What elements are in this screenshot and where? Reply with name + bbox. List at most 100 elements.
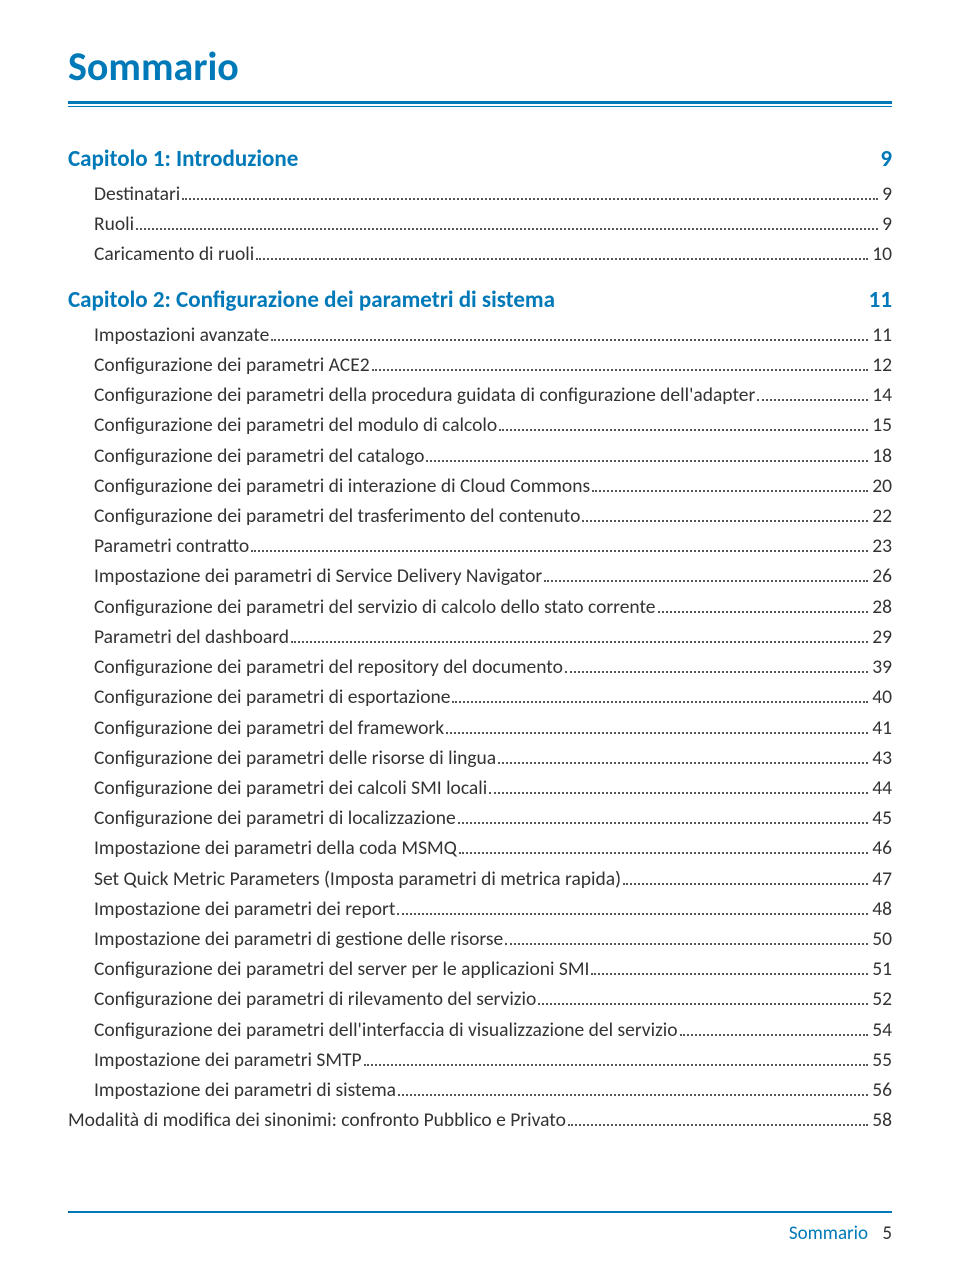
toc-leader [136, 228, 878, 230]
toc-leader [680, 1034, 869, 1036]
toc-entry-label: Configurazione dei parametri del server … [94, 954, 589, 984]
toc-entry-page: 43 [872, 743, 892, 773]
toc-leader [251, 550, 868, 552]
toc-entry-label: Configurazione dei parametri della proce… [94, 380, 755, 410]
toc-leader [446, 732, 868, 734]
toc-entry-page: 55 [872, 1045, 892, 1075]
toc-entry-label: Modalità di modifica dei sinonimi: confr… [68, 1105, 566, 1135]
toc-entry-page: 28 [872, 592, 892, 622]
toc-leader [499, 429, 868, 431]
toc-leader [182, 198, 878, 200]
toc-entry-page: 41 [872, 713, 892, 743]
toc-entry-label: Configurazione dei parametri del catalog… [94, 441, 424, 471]
toc-leader [372, 369, 869, 371]
toc-entry-label: Configurazione dei parametri del reposit… [94, 652, 563, 682]
toc-entry[interactable]: Configurazione dei parametri dell'interf… [68, 1015, 892, 1045]
toc-entry-label: Configurazione dei parametri dei calcoli… [94, 773, 487, 803]
toc-leader [505, 943, 868, 945]
toc-entry-page: 56 [872, 1075, 892, 1105]
toc-entry[interactable]: Modalità di modifica dei sinonimi: confr… [68, 1105, 892, 1135]
toc-chapter-page: 9 [880, 145, 892, 173]
toc-entry[interactable]: Configurazione dei parametri dei calcoli… [68, 773, 892, 803]
toc-entry[interactable]: Parametri contratto 23 [68, 531, 892, 561]
toc-entry-label: Configurazione dei parametri dell'interf… [94, 1015, 678, 1045]
toc-leader [452, 701, 868, 703]
toc-entry-page: 44 [872, 773, 892, 803]
toc-entry-page: 9 [882, 179, 892, 209]
toc-entry[interactable]: Impostazione dei parametri dei report48 [68, 894, 892, 924]
toc-entry-page: 54 [872, 1015, 892, 1045]
footer-page-number: 5 [882, 1222, 892, 1245]
toc-entry[interactable]: Impostazione dei parametri della coda MS… [68, 833, 892, 863]
toc-entry[interactable]: Set Quick Metric Parameters (Imposta par… [68, 864, 892, 894]
toc-entry-page: 45 [872, 803, 892, 833]
toc-entry[interactable]: Impostazione dei parametri SMTP 55 [68, 1045, 892, 1075]
toc-entry-label: Set Quick Metric Parameters (Imposta par… [94, 864, 621, 894]
toc-container: Capitolo 1: Introduzione9Destinatari9Ruo… [68, 145, 892, 1136]
toc-entry-label: Impostazione dei parametri della coda MS… [94, 833, 457, 863]
toc-entry-label: Configurazione dei parametri del servizi… [94, 592, 656, 622]
toc-chapter[interactable]: Capitolo 2: Configurazione dei parametri… [68, 286, 892, 314]
toc-chapter-page: 11 [869, 286, 892, 314]
toc-entry-page: 10 [872, 239, 892, 269]
toc-entry-label: Impostazioni avanzate [94, 320, 269, 350]
toc-entry[interactable]: Configurazione dei parametri del reposit… [68, 652, 892, 682]
toc-entry-label: Impostazione dei parametri di Service De… [94, 561, 542, 591]
toc-leader [426, 460, 868, 462]
toc-entry-page: 40 [872, 682, 892, 712]
toc-entry[interactable]: Configurazione dei parametri del modulo … [68, 410, 892, 440]
toc-entry[interactable]: Destinatari 9 [68, 179, 892, 209]
toc-entry-page: 14 [872, 380, 892, 410]
toc-leader [568, 1124, 868, 1126]
toc-entry[interactable]: Configurazione dei parametri di localizz… [68, 803, 892, 833]
toc-entry-label: Configurazione dei parametri di interazi… [94, 471, 590, 501]
toc-entry-page: 12 [872, 350, 892, 380]
toc-leader [498, 762, 868, 764]
toc-entry-page: 20 [872, 471, 892, 501]
title-rule [68, 101, 892, 107]
toc-leader [591, 973, 868, 975]
toc-entry-label: Parametri contratto [94, 531, 249, 561]
toc-entry-label: Configurazione dei parametri delle risor… [94, 743, 496, 773]
toc-entry[interactable]: Impostazioni avanzate11 [68, 320, 892, 350]
toc-entry[interactable]: Ruoli9 [68, 209, 892, 239]
toc-entry-page: 9 [882, 209, 892, 239]
toc-entry[interactable]: Configurazione dei parametri ACE212 [68, 350, 892, 380]
toc-entry[interactable]: Configurazione dei parametri del trasfer… [68, 501, 892, 531]
toc-entry-page: 23 [872, 531, 892, 561]
toc-entry-label: Impostazione dei parametri di sistema [94, 1075, 396, 1105]
toc-entry[interactable]: Impostazione dei parametri di Service De… [68, 561, 892, 591]
toc-entry[interactable]: Configurazione dei parametri del framewo… [68, 713, 892, 743]
toc-leader [538, 1003, 868, 1005]
toc-entry[interactable]: Parametri del dashboard29 [68, 622, 892, 652]
toc-entry[interactable]: Impostazione dei parametri di sistema 56 [68, 1075, 892, 1105]
toc-entry[interactable]: Configurazione dei parametri di rilevame… [68, 984, 892, 1014]
toc-entry-page: 48 [872, 894, 892, 924]
toc-entry[interactable]: Configurazione dei parametri di interazi… [68, 471, 892, 501]
toc-entry-label: Configurazione dei parametri di localizz… [94, 803, 456, 833]
toc-entry-label: Impostazione dei parametri di gestione d… [94, 924, 503, 954]
toc-leader [623, 883, 868, 885]
toc-leader [256, 258, 868, 260]
toc-entry[interactable]: Configurazione dei parametri delle risor… [68, 743, 892, 773]
toc-entry-label: Configurazione dei parametri del trasfer… [94, 501, 580, 531]
toc-entry[interactable]: Configurazione dei parametri del servizi… [68, 592, 892, 622]
toc-entry-label: Destinatari [94, 179, 180, 209]
toc-entry-page: 46 [872, 833, 892, 863]
toc-leader [458, 822, 868, 824]
toc-entry-page: 51 [872, 954, 892, 984]
toc-entry[interactable]: Caricamento di ruoli10 [68, 239, 892, 269]
toc-entry-label: Configurazione dei parametri di esportaz… [94, 682, 450, 712]
toc-entry[interactable]: Configurazione dei parametri di esportaz… [68, 682, 892, 712]
toc-leader [271, 339, 868, 341]
toc-entry[interactable]: Configurazione dei parametri del catalog… [68, 441, 892, 471]
toc-entry-label: Impostazione dei parametri SMTP [94, 1045, 362, 1075]
toc-entry[interactable]: Impostazione dei parametri di gestione d… [68, 924, 892, 954]
toc-entry[interactable]: Configurazione dei parametri della proce… [68, 380, 892, 410]
toc-leader [459, 852, 868, 854]
toc-entry[interactable]: Configurazione dei parametri del server … [68, 954, 892, 984]
toc-leader [582, 520, 868, 522]
toc-leader [592, 490, 868, 492]
toc-chapter[interactable]: Capitolo 1: Introduzione9 [68, 145, 892, 173]
toc-entry-page: 18 [872, 441, 892, 471]
